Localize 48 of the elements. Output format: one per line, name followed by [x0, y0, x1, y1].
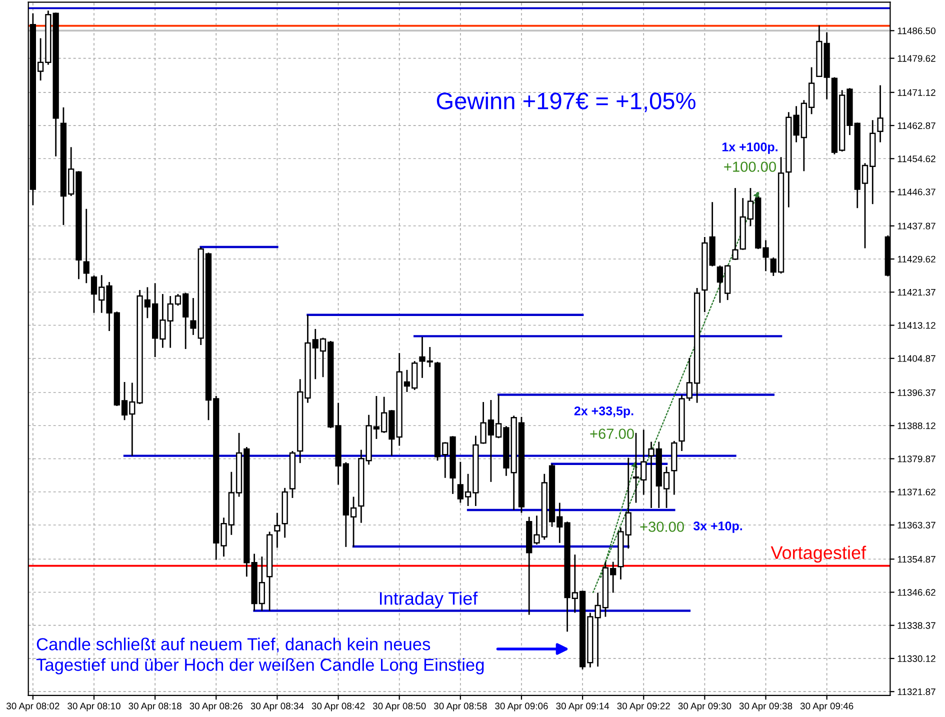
candlestick [83, 208, 90, 284]
x-tick-label: 30 Apr 08:42 [312, 702, 365, 712]
x-tick-label: 30 Apr 08:58 [434, 702, 487, 712]
candlestick [274, 512, 280, 548]
y-tick-label: 11379.87 [898, 456, 936, 462]
candlestick [877, 84, 884, 143]
y-tick-label: 11371.62 [898, 488, 936, 496]
x-tick-label: 30 Apr 09:46 [800, 702, 854, 712]
x-tick-label: 30 Apr 09:06 [495, 702, 548, 712]
x-tick-label: 30 Apr 09:30 [678, 702, 732, 712]
ref-line-label: Vortagestief [770, 546, 866, 563]
x-tick-label: 30 Apr 08:18 [128, 702, 182, 712]
y-tick-label: 11338.37 [898, 622, 936, 629]
y-tick-label: 11346.62 [898, 589, 936, 596]
y-tick-label: 11388.12 [898, 422, 936, 430]
annotation: Intraday Tief [380, 592, 478, 608]
x-tick-label: 30 Apr 08:02 [6, 702, 60, 712]
annotation: 2x +33,5p. [574, 406, 634, 418]
y-tick-label: 11471.12 [898, 89, 936, 96]
x-tick-label: 30 Apr 09:38 [739, 702, 792, 712]
y-tick-label: 11479.62 [898, 55, 936, 62]
y-tick-label: 11437.87 [898, 222, 936, 230]
y-tick-label: 11462.87 [898, 122, 936, 130]
y-tick-label: 11321.87 [898, 688, 936, 696]
x-tick-label: 30 Apr 08:26 [190, 702, 243, 712]
annotation: +67.00 [590, 428, 634, 439]
y-tick-label: 11446.37 [898, 188, 936, 196]
y-tick-label: 11354.87 [898, 556, 936, 563]
x-tick-label: 30 Apr 09:14 [556, 702, 610, 712]
y-tick-label: 11486.50 [898, 27, 936, 34]
annotation: 3x +10p. [693, 522, 742, 533]
y-tick-label: 11429.62 [898, 256, 936, 263]
x-tick-label: 30 Apr 08:34 [250, 702, 304, 712]
y-tick-label: 11330.12 [898, 655, 936, 662]
annotation: Candle schließt auf neuem Tief, danach kein neues Tagestief und über Hoch der weißen Candle Long Einstieg [36, 638, 484, 674]
y-tick-label: 11421.37 [898, 288, 936, 296]
y-tick-label: 11363.37 [898, 522, 936, 528]
x-tick-label: 30 Apr 08:10 [68, 702, 120, 712]
annotation: +30.00 [640, 522, 684, 532]
y-tick-label: 11454.62 [898, 155, 936, 162]
y-tick-label: 11413.12 [898, 322, 936, 329]
x-tick-label: 30 Apr 08:50 [372, 702, 426, 712]
annotation: 1x +100p. [722, 142, 778, 154]
x-tick-label: 30 Apr 09:22 [617, 702, 670, 712]
annotation: +100.00 [724, 162, 776, 172]
y-tick-label: 11404.87 [898, 355, 936, 362]
y-tick-label: 11396.37 [898, 389, 936, 396]
annotation: Gewinn +197€ = +1,05% [436, 92, 696, 112]
